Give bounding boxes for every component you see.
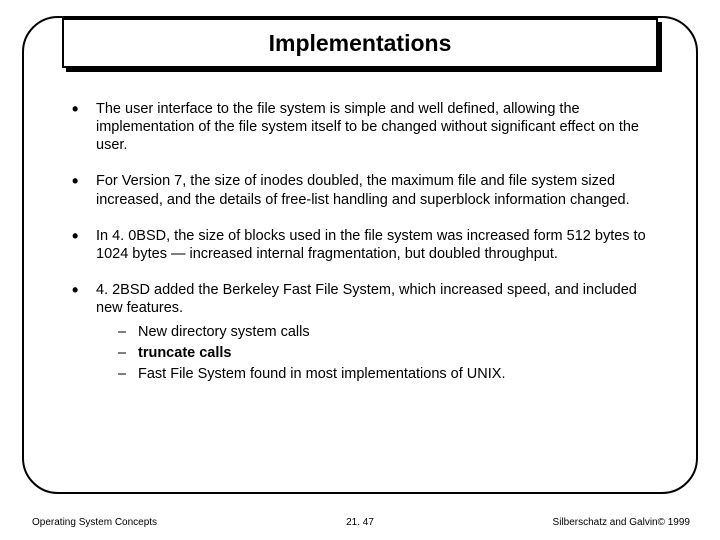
sub-text-bold: truncate calls — [138, 345, 232, 361]
sub-item: – New directory system calls — [118, 323, 660, 341]
bullet-text: In 4. 0BSD, the size of blocks used in t… — [96, 227, 660, 263]
sub-list: – New directory system calls – truncate … — [118, 323, 660, 383]
title-box: Implementations — [62, 18, 658, 68]
sub-text: Fast File System found in most implement… — [138, 365, 505, 383]
sub-item: – Fast File System found in most impleme… — [118, 365, 660, 383]
bullet-text: 4. 2BSD added the Berkeley Fast File Sys… — [96, 281, 660, 387]
bullet-item: • In 4. 0BSD, the size of blocks used in… — [72, 227, 660, 263]
bullet-item: • 4. 2BSD added the Berkeley Fast File S… — [72, 281, 660, 387]
sub-item: – truncate calls — [118, 344, 660, 362]
slide-title: Implementations — [269, 30, 452, 57]
bullet-marker: • — [72, 227, 96, 263]
bullet-item: • For Version 7, the size of inodes doub… — [72, 172, 660, 208]
sub-text: truncate calls — [138, 344, 232, 362]
content-area: • The user interface to the file system … — [72, 100, 660, 405]
bullet-text: For Version 7, the size of inodes double… — [96, 172, 660, 208]
bullet-item: • The user interface to the file system … — [72, 100, 660, 154]
bullet-text: The user interface to the file system is… — [96, 100, 660, 154]
footer-right: Silberschatz and Galvin© 1999 — [553, 517, 690, 528]
bullet-marker: • — [72, 100, 96, 154]
sub-marker: – — [118, 344, 138, 362]
sub-marker: – — [118, 365, 138, 383]
sub-marker: – — [118, 323, 138, 341]
sub-text: New directory system calls — [138, 323, 310, 341]
bullet-marker: • — [72, 172, 96, 208]
bullet-main-text: 4. 2BSD added the Berkeley Fast File Sys… — [96, 282, 637, 316]
bullet-marker: • — [72, 281, 96, 387]
